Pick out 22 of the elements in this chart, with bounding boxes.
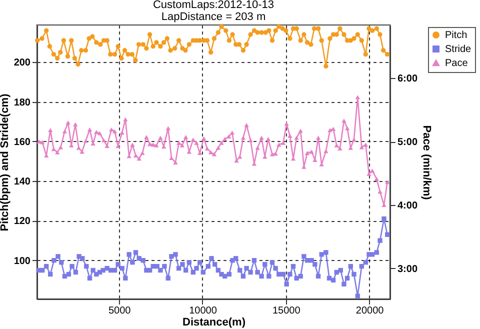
y2-tick-label: 4:00 xyxy=(398,200,418,212)
y-tick-label: 180 xyxy=(14,97,31,108)
y-tick-label: 100 xyxy=(14,256,31,267)
x-axis-title: Distance(m) xyxy=(182,316,246,328)
y2-tick-label: 5:00 xyxy=(398,137,418,148)
legend-label: Pitch xyxy=(445,30,468,41)
legend-label: Pace xyxy=(445,58,468,69)
y-tick-label: 200 xyxy=(14,58,31,69)
x-tick-label: 15000 xyxy=(272,306,301,316)
y-tick-label: 120 xyxy=(14,216,31,228)
chart-title: CustomLaps:2012-10-13 xyxy=(152,0,274,12)
y2-axis-title: Pace (min/km) xyxy=(420,125,433,200)
x-tick-label: 10000 xyxy=(189,306,218,316)
x-tick-label: 20000 xyxy=(356,306,384,316)
y-axis-title: Pitch(bpm) and Stride(cm) xyxy=(0,93,11,232)
y-tick-label: 140 xyxy=(14,176,31,188)
legend-label: Stride xyxy=(445,44,472,55)
chart-subtitle: LapDistance = 203 m xyxy=(161,11,266,24)
y-tick-label: 160 xyxy=(14,136,31,148)
x-tick-label: 5000 xyxy=(108,306,132,316)
y2-tick-label: 6:00 xyxy=(398,74,418,85)
y2-tick-label: 3:00 xyxy=(398,264,418,275)
